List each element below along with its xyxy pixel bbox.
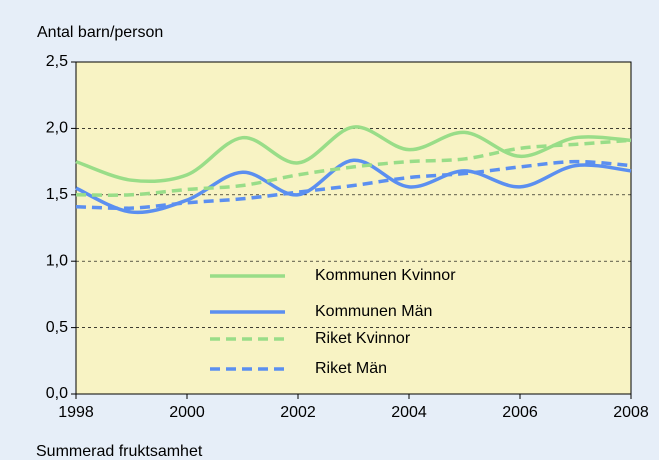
y-axis-label: Antal barn/person [37,24,163,41]
y-tick-label: 1,5 [46,186,68,203]
x-tick-label: 1998 [58,404,94,421]
y-tick-label: 0,0 [46,385,68,402]
y-tick-label: 2,0 [46,120,68,137]
y-tick-label: 1,0 [46,252,68,269]
y-tick-label: 0,5 [46,319,68,336]
legend-label: Riket Kvinnor [315,330,411,347]
series-line [75,138,632,197]
series-line [75,125,632,184]
x-axis-label: Summerad fruktsamhet [36,443,203,460]
x-tick-label: 2000 [169,404,205,421]
plot-area [75,61,632,395]
x-tick-label: 2002 [280,404,316,421]
legend-label: Kommunen Män [315,303,432,320]
legend-label: Riket Män [315,360,387,377]
x-tick-label: 2004 [391,404,427,421]
legend-label: Kommunen Kvinnor [315,267,456,284]
y-tick-label: 2,5 [46,53,68,70]
x-tick-label: 2008 [613,404,649,421]
series-line [75,159,632,210]
x-tick-label: 2006 [502,404,538,421]
